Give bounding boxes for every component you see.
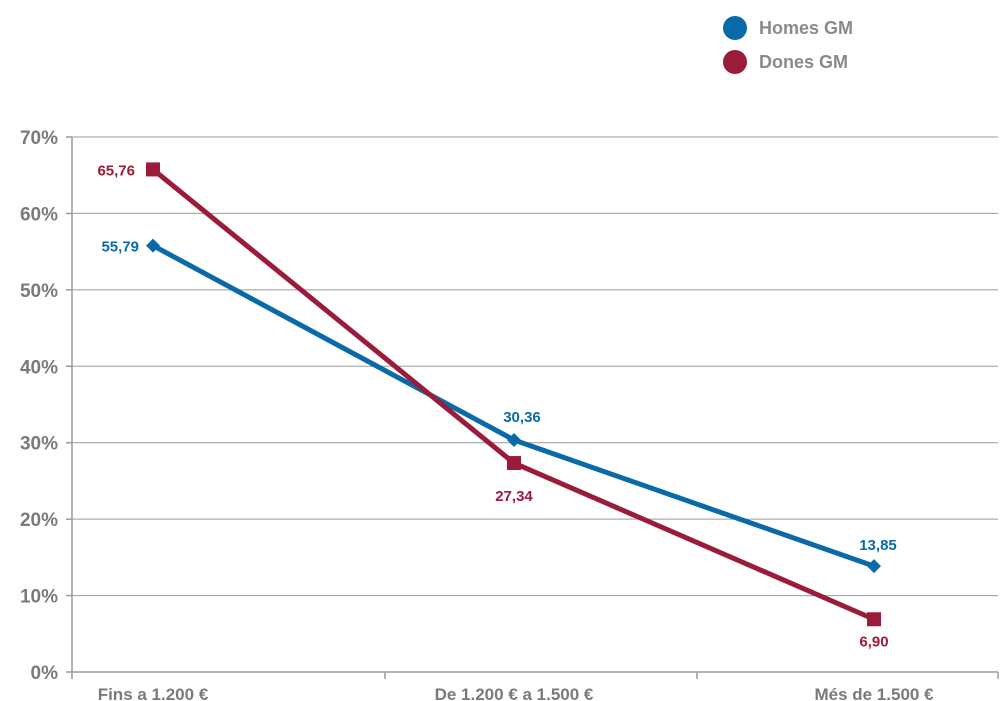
grid-lines [72,136,998,597]
y-axis-ticks: 0% 10% 20% 30% 40% 50% 60% 70% [20,128,58,684]
x-axis-ticks: Fins a 1.200 € De 1.200 € a 1.500 € Més de… [98,685,934,701]
y-tick-label: 30% [20,434,58,455]
y-tick-label: 0% [31,663,59,684]
data-label: 6,90 [859,633,888,650]
data-point-square [507,456,521,471]
legend-swatch [723,16,747,40]
data-label: 55,79 [101,239,139,256]
y-tick-label: 70% [20,128,58,149]
data-label: 13,85 [859,537,897,554]
data-label: 65,76 [97,162,135,179]
series-line-1 [151,167,875,622]
y-tick-label: 10% [20,587,58,608]
axes [66,136,999,679]
series-group [146,162,881,627]
data-point-square [146,162,160,177]
y-tick-label: 20% [20,510,58,531]
legend: Homes GM Dones GM [723,16,853,74]
data-point-diamond [867,559,881,574]
legend-label: Dones GM [759,52,848,72]
data-label: 27,34 [495,488,533,505]
data-point-square [867,612,881,627]
x-tick-label: Més de 1.500 € [814,685,934,701]
legend-label: Homes GM [759,18,853,38]
y-tick-label: 60% [20,204,58,225]
y-tick-label: 40% [20,357,58,378]
data-labels: 55,79 30,36 13,85 65,76 27,34 6,90 [97,162,896,650]
y-tick-label: 50% [20,281,58,302]
data-point-diamond [146,238,160,253]
legend-swatch [723,50,747,74]
x-tick-label: De 1.200 € a 1.500 € [435,685,594,701]
data-label: 30,36 [503,409,541,426]
series-line-0 [151,243,875,569]
data-point-diamond [507,432,521,447]
x-tick-label: Fins a 1.200 € [98,685,209,701]
